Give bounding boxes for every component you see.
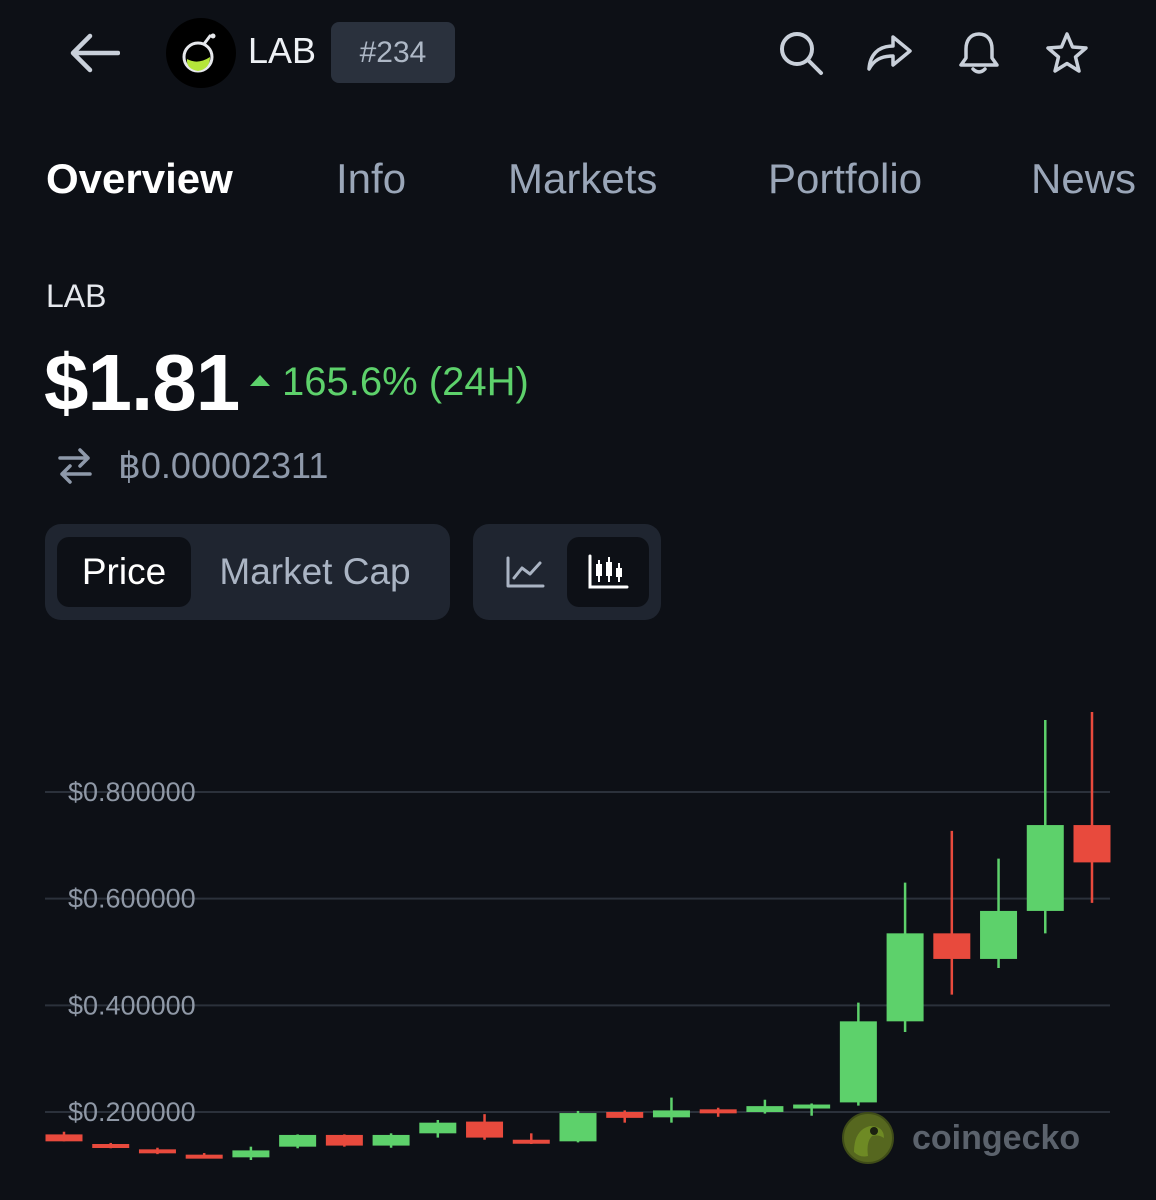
watermark-text: coingecko <box>912 1118 1081 1157</box>
flask-icon <box>182 33 216 73</box>
price-toggle[interactable]: Price <box>57 537 191 607</box>
candle-body <box>325 1134 363 1146</box>
tab-markets[interactable]: Markets <box>508 155 658 202</box>
bell-icon <box>959 32 999 74</box>
tab-overview[interactable]: Overview <box>46 155 233 202</box>
candle-body <box>839 1021 877 1103</box>
rank-badge: #234 <box>331 22 455 83</box>
tab-info[interactable]: Info <box>336 155 407 202</box>
price-change-value: 165.6% (24H) <box>282 360 529 404</box>
search-button[interactable] <box>776 28 826 78</box>
candle-body <box>185 1154 223 1159</box>
candle-body <box>512 1139 550 1144</box>
tab-bar: Overview Info Markets Portfolio News <box>0 150 1156 210</box>
y-tick-label: $0.800000 <box>68 777 196 807</box>
candle-body <box>933 933 971 959</box>
candlestick-chart-icon <box>588 554 629 589</box>
y-tick-label: $0.200000 <box>68 1097 196 1127</box>
share-icon <box>867 35 912 71</box>
y-tick-label: $0.400000 <box>68 990 196 1020</box>
candle-body <box>1026 825 1064 911</box>
candle-body <box>279 1134 317 1147</box>
candle-body <box>746 1106 784 1112</box>
candle-body <box>1073 825 1111 863</box>
candle-body <box>699 1109 737 1114</box>
tab-portfolio[interactable]: Portfolio <box>768 155 923 202</box>
coin-name: LAB <box>248 30 317 71</box>
back-arrow-icon <box>70 33 120 73</box>
price-change: 165.6% (24H) <box>250 360 529 405</box>
candle-body <box>606 1112 644 1118</box>
coin-logo <box>166 18 236 88</box>
candle-body <box>886 933 924 1022</box>
search-icon <box>780 32 823 75</box>
top-bar: LAB #234 <box>0 0 1156 110</box>
candle-body <box>45 1134 83 1142</box>
candle-body <box>980 910 1018 959</box>
candle-body <box>419 1122 457 1134</box>
price-chart[interactable]: $0.800000 $0.600000 $0.400000 $0.200000 <box>0 690 1156 1200</box>
star-icon <box>1046 32 1088 73</box>
candle-body <box>559 1113 597 1142</box>
btc-price: ฿0.00002311 <box>118 445 329 486</box>
chart-type-toggle <box>473 524 661 620</box>
line-chart-icon <box>506 556 545 588</box>
y-tick-label: $0.600000 <box>68 884 196 914</box>
share-button[interactable] <box>864 28 914 78</box>
coingecko-watermark: coingecko <box>842 1112 1080 1164</box>
market-cap-toggle[interactable]: Market Cap <box>219 551 411 592</box>
candle-body <box>793 1104 831 1109</box>
alert-button[interactable] <box>954 28 1004 78</box>
candle-body <box>652 1110 690 1118</box>
watchlist-button[interactable] <box>1042 28 1092 78</box>
current-price: $1.81 <box>44 338 240 427</box>
candlestick-chart-button[interactable] <box>567 537 649 607</box>
candle-body <box>372 1134 410 1146</box>
line-chart-button[interactable] <box>487 537 563 607</box>
coin-symbol: LAB <box>46 278 107 314</box>
back-button[interactable] <box>62 24 126 82</box>
btc-price-row[interactable]: ฿0.00002311 <box>56 443 328 489</box>
metric-toggle: Price Market Cap <box>45 524 450 620</box>
up-triangle-icon <box>250 375 270 386</box>
candle-body <box>138 1149 176 1154</box>
candle-body <box>466 1121 504 1138</box>
swap-arrows-icon <box>58 448 92 484</box>
tab-news[interactable]: News <box>1031 155 1137 202</box>
candle-body <box>232 1150 270 1158</box>
candle-body <box>92 1144 130 1148</box>
gecko-logo-icon <box>842 1112 894 1164</box>
